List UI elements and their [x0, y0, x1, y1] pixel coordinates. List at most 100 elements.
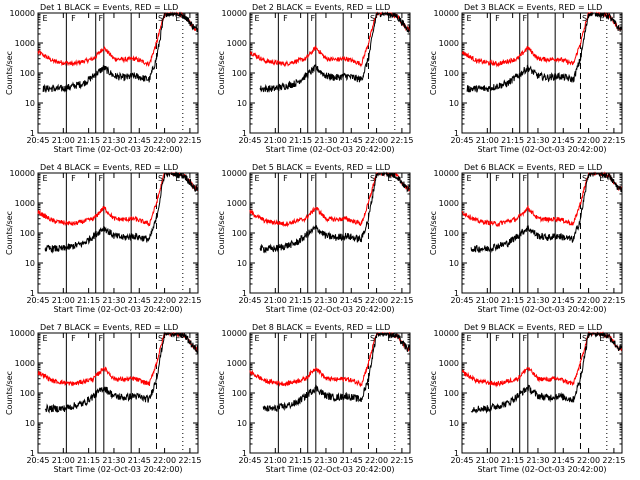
x-tick-label: 22:00 — [577, 136, 600, 145]
x-tick-label: 21:15 — [501, 136, 524, 145]
x-tick-label: 21:45 — [340, 136, 363, 145]
event-label: E — [387, 174, 392, 183]
panel-title: Det 5 BLACK = Events, RED = LLD — [252, 163, 390, 172]
x-axis-label: Start Time (02-Oct-03 20:42:00) — [265, 465, 394, 474]
x-tick-label: 22:15 — [178, 456, 201, 465]
y-tick-label: 10000 — [434, 169, 459, 178]
y-tick-label: 1 — [242, 289, 247, 298]
series-events-black — [259, 171, 411, 254]
panel-det-6: Det 6 BLACK = Events, RED = LLD 1 10 100 100… — [429, 163, 625, 314]
x-tick-label: 21:00 — [476, 136, 499, 145]
x-tick-label: 21:30 — [314, 136, 337, 145]
plot-frame — [249, 12, 411, 134]
y-tick-label: 1000 — [439, 39, 459, 48]
event-label: F — [310, 174, 315, 183]
y-tick-label: 100 — [444, 69, 459, 78]
event-label: E — [387, 334, 392, 343]
event-label: F — [71, 334, 76, 343]
series-events-black — [44, 331, 199, 414]
x-tick-label: 21:00 — [52, 296, 75, 305]
x-tick-label: 21:30 — [526, 456, 549, 465]
panel-title: Det 4 BLACK = Events, RED = LLD — [40, 163, 178, 172]
series-events-black — [466, 12, 623, 93]
y-tick-label: 1000 — [227, 39, 247, 48]
x-tick-label: 22:15 — [602, 296, 625, 305]
panel-title: Det 3 BLACK = Events, RED = LLD — [464, 3, 602, 12]
y-tick-label: 10 — [25, 99, 35, 108]
event-label: E — [255, 334, 260, 343]
event-label: S — [158, 334, 163, 343]
event-label: F — [310, 334, 315, 343]
panel-det-7: Det 7 BLACK = Events, RED = LLD 1 10 100 100… — [5, 323, 201, 474]
y-tick-label: 10 — [25, 259, 35, 268]
y-tick-label: 10 — [237, 259, 247, 268]
y-tick-label: 10 — [449, 99, 459, 108]
y-tick-label: 100 — [20, 389, 35, 398]
event-label: F — [522, 14, 527, 23]
series-events-black — [259, 11, 411, 93]
event-label: E — [599, 334, 604, 343]
y-axis-label: Counts/sec — [5, 51, 14, 95]
panel-det-8: Det 8 BLACK = Events, RED = LLD 1 10 100 100… — [217, 323, 413, 474]
y-tick-label: 10 — [449, 259, 459, 268]
panel-det-3: Det 3 BLACK = Events, RED = LLD 1 10 100 100… — [429, 3, 625, 154]
x-tick-label: 21:00 — [264, 136, 287, 145]
x-tick-label: 22:00 — [365, 136, 388, 145]
x-tick-label: 21:00 — [476, 296, 499, 305]
series-events-black — [44, 171, 199, 254]
event-label: F — [495, 334, 500, 343]
panel-det-1: Det 1 BLACK = Events, RED = LLD 1 10 100 100… — [5, 3, 201, 154]
y-tick-label: 10000 — [10, 169, 35, 178]
x-axis-label: Start Time (02-Oct-03 20:42:00) — [477, 465, 606, 474]
event-label: F — [98, 174, 103, 183]
x-tick-label: 22:15 — [390, 136, 413, 145]
x-axis-label: Start Time (02-Oct-03 20:42:00) — [265, 305, 394, 314]
y-tick-label: 1 — [454, 129, 459, 138]
x-tick-label: 21:30 — [314, 456, 337, 465]
x-axis-label: Start Time (02-Oct-03 20:42:00) — [53, 465, 182, 474]
y-axis-label: Counts/sec — [217, 211, 226, 255]
event-label: F — [283, 174, 288, 183]
x-tick-label: 20:45 — [238, 136, 261, 145]
series-events-black — [470, 331, 623, 414]
event-label: E — [43, 14, 48, 23]
event-label: S — [158, 14, 163, 23]
series-lld-red — [461, 171, 623, 228]
x-tick-label: 21:45 — [128, 456, 151, 465]
panel-title: Det 6 BLACK = Events, RED = LLD — [464, 163, 602, 172]
x-tick-label: 22:00 — [153, 136, 176, 145]
series-events-black — [470, 171, 623, 254]
event-label: E — [175, 174, 180, 183]
x-tick-label: 21:30 — [526, 136, 549, 145]
y-tick-label: 1 — [30, 289, 35, 298]
panel-det-5: Det 5 BLACK = Events, RED = LLD 1 10 100 100… — [217, 163, 413, 314]
x-tick-label: 21:00 — [52, 456, 75, 465]
y-tick-label: 1 — [30, 129, 35, 138]
y-tick-label: 1 — [454, 289, 459, 298]
event-label: E — [467, 334, 472, 343]
event-label: E — [599, 14, 604, 23]
series-lld-red — [249, 172, 411, 228]
y-tick-label: 10 — [237, 419, 247, 428]
panel-det-9: Det 9 BLACK = Events, RED = LLD 1 10 100 100… — [429, 323, 625, 474]
y-tick-label: 10000 — [10, 9, 35, 18]
y-tick-label: 100 — [232, 389, 247, 398]
y-tick-label: 10000 — [434, 329, 459, 338]
panel-title: Det 7 BLACK = Events, RED = LLD — [40, 323, 178, 332]
x-tick-label: 20:45 — [26, 296, 49, 305]
event-label: F — [98, 14, 103, 23]
y-axis-label: Counts/sec — [217, 51, 226, 95]
panel-title: Det 1 BLACK = Events, RED = LLD — [40, 3, 178, 12]
event-label: F — [71, 14, 76, 23]
x-axis-label: Start Time (02-Oct-03 20:42:00) — [477, 305, 606, 314]
x-tick-label: 21:30 — [102, 296, 125, 305]
event-label: S — [370, 334, 375, 343]
y-tick-label: 10000 — [10, 329, 35, 338]
series-events-black — [262, 332, 411, 413]
x-axis-label: Start Time (02-Oct-03 20:42:00) — [477, 145, 606, 154]
panel-title: Det 8 BLACK = Events, RED = LLD — [252, 323, 390, 332]
y-tick-label: 100 — [232, 229, 247, 238]
series-lld-red — [249, 11, 411, 68]
x-tick-label: 22:15 — [602, 456, 625, 465]
